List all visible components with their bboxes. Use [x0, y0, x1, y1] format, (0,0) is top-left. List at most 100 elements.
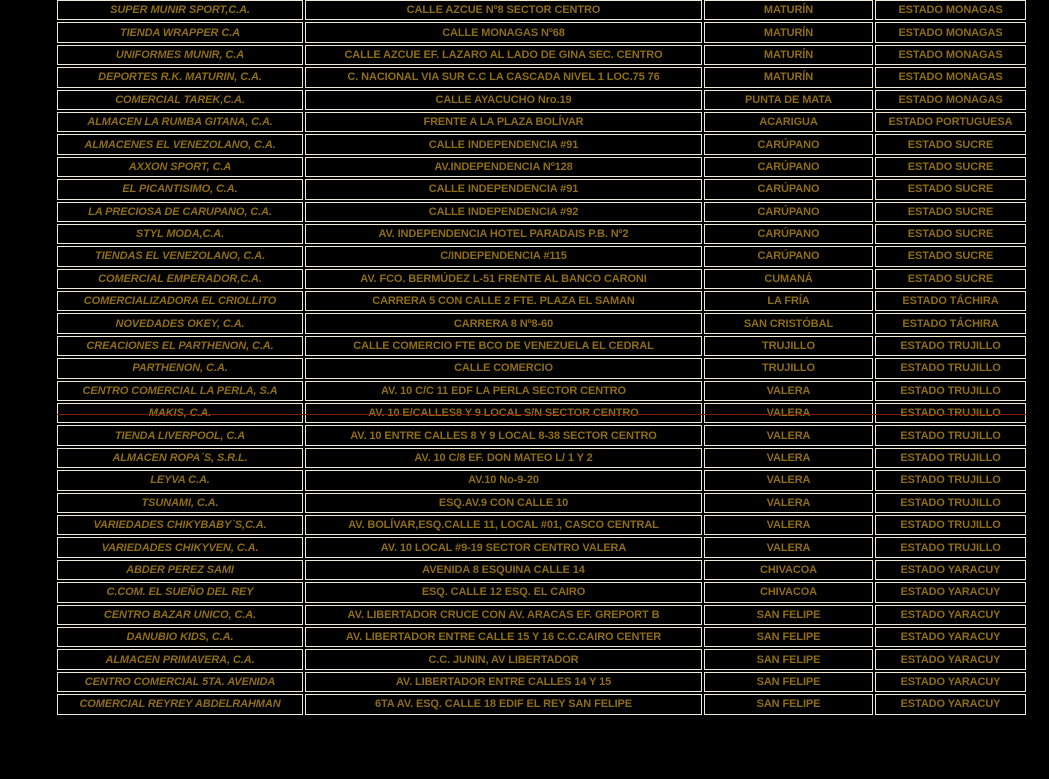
state-cell: ESTADO MONAGAS	[875, 22, 1026, 43]
store-name-cell: TIENDA LIVERPOOL, C.A	[57, 425, 303, 446]
state-cell: ESTADO TÁCHIRA	[875, 291, 1026, 312]
state-cell: ESTADO YARACUY	[875, 694, 1026, 715]
table-row: EL PICANTISIMO, C.A. CALLE INDEPENDENCIA…	[57, 179, 1026, 200]
table-row: AXXON SPORT, C.A AV.INDEPENDENCIA Nº128 …	[57, 156, 1026, 178]
state-cell: ESTADO TÁCHIRA	[875, 313, 1026, 334]
store-name-cell: EL PICANTISIMO, C.A.	[57, 179, 303, 200]
address-cell: CARRERA 8 Nº8-60	[305, 313, 702, 334]
page-break-line	[57, 414, 1026, 415]
state-cell: ESTADO SUCRE	[875, 156, 1026, 178]
table-row: TIENDAS EL VENEZOLANO, C.A. C/INDEPENDEN…	[57, 246, 1026, 267]
state-cell: ESTADO TRUJILLO	[875, 403, 1026, 424]
table-row: CENTRO BAZAR UNICO, C.A. AV. LIBERTADOR …	[57, 604, 1026, 625]
store-name-cell: SUPER MUNIR SPORT,C.A.	[57, 0, 303, 21]
state-cell: ESTADO YARACUY	[875, 582, 1026, 603]
city-cell: ACARIGUA	[704, 111, 873, 133]
table-row: ALMACEN LA RUMBA GITANA, C.A. FRENTE A L…	[57, 111, 1026, 133]
address-cell: AV. 10 C/8 EF. DON MATEO L/ 1 Y 2	[305, 447, 702, 469]
table-row: CREACIONES EL PARTHENON, C.A. CALLE COME…	[57, 335, 1026, 357]
table-row: ALMACEN ROPA´S, S.R.L. AV. 10 C/8 EF. DO…	[57, 447, 1026, 469]
city-cell: SAN FELIPE	[704, 694, 873, 715]
address-cell: CALLE AZCUE EF. LAZARO AL LADO DE GINA S…	[305, 44, 702, 66]
address-cell: AV. LIBERTADOR ENTRE CALLES 14 Y 15	[305, 671, 702, 693]
city-cell: SAN FELIPE	[704, 671, 873, 693]
table-row: TIENDA WRAPPER C.A CALLE MONAGAS Nº68 MA…	[57, 22, 1026, 43]
state-cell: ESTADO YARACUY	[875, 604, 1026, 625]
table-row: COMERCIAL EMPERADOR,C.A. AV. FCO. BERMÚD…	[57, 268, 1026, 290]
table-row: NOVEDADES OKEY, C.A. CARRERA 8 Nº8-60 SA…	[57, 313, 1026, 334]
address-cell: CALLE AZCUE Nº8 SECTOR CENTRO	[305, 0, 702, 21]
table-row: COMERCIAL TAREK,C.A. CALLE AYACUCHO Nro.…	[57, 89, 1026, 110]
city-cell: SAN CRISTÓBAL	[704, 313, 873, 334]
city-cell: MATURÍN	[704, 44, 873, 66]
city-cell: CARÚPANO	[704, 134, 873, 155]
state-cell: ESTADO TRUJILLO	[875, 447, 1026, 469]
table-row: DEPORTES R.K. MATURIN, C.A. C. NACIONAL …	[57, 67, 1026, 88]
state-cell: ESTADO TRUJILLO	[875, 492, 1026, 513]
store-name-cell: ALMACEN LA RUMBA GITANA, C.A.	[57, 111, 303, 133]
store-name-cell: CREACIONES EL PARTHENON, C.A.	[57, 335, 303, 357]
address-cell: AV.INDEPENDENCIA Nº128	[305, 156, 702, 178]
state-cell: ESTADO PORTUGUESA	[875, 111, 1026, 133]
store-name-cell: AXXON SPORT, C.A	[57, 156, 303, 178]
table-row: LEYVA C.A. AV.10 No-9-20 VALERA ESTADO T…	[57, 470, 1026, 491]
city-cell: TRUJILLO	[704, 358, 873, 379]
directory-table: SUPER MUNIR SPORT,C.A. CALLE AZCUE Nº8 S…	[55, 0, 1028, 717]
address-cell: CARRERA 5 CON CALLE 2 FTE. PLAZA EL SAMA…	[305, 291, 702, 312]
store-name-cell: DANUBIO KIDS, C.A.	[57, 626, 303, 648]
store-name-cell: COMERCIAL REYREY ABDELRAHMAN	[57, 694, 303, 715]
city-cell: VALERA	[704, 492, 873, 513]
city-cell: VALERA	[704, 425, 873, 446]
store-name-cell: TSUNAMI, C.A.	[57, 492, 303, 513]
store-name-cell: VARIEDADES CHIKYBABY`S,C.A.	[57, 514, 303, 536]
store-name-cell: VARIEDADES CHIKYVEN, C.A.	[57, 537, 303, 558]
table-row: COMERCIALIZADORA EL CRIOLLITO CARRERA 5 …	[57, 291, 1026, 312]
address-cell: AV. LIBERTADOR CRUCE CON AV. ARACAS EF. …	[305, 604, 702, 625]
address-cell: C. NACIONAL VIA SUR C.C LA CASCADA NIVEL…	[305, 67, 702, 88]
state-cell: ESTADO TRUJILLO	[875, 537, 1026, 558]
table-row: STYL MODA,C.A. AV. INDEPENDENCIA HOTEL P…	[57, 223, 1026, 245]
state-cell: ESTADO TRUJILLO	[875, 335, 1026, 357]
table-row: TIENDA LIVERPOOL, C.A AV. 10 ENTRE CALLE…	[57, 425, 1026, 446]
store-name-cell: NOVEDADES OKEY, C.A.	[57, 313, 303, 334]
city-cell: CHIVACOA	[704, 582, 873, 603]
state-cell: ESTADO YARACUY	[875, 671, 1026, 693]
city-cell: SAN FELIPE	[704, 626, 873, 648]
address-cell: ESQ.AV.9 CON CALLE 10	[305, 492, 702, 513]
table-row: UNIFORMES MUNIR, C.A CALLE AZCUE EF. LAZ…	[57, 44, 1026, 66]
address-cell: C/INDEPENDENCIA #115	[305, 246, 702, 267]
address-cell: AV. FCO. BERMÚDEZ L-51 FRENTE AL BANCO C…	[305, 268, 702, 290]
address-cell: CALLE INDEPENDENCIA #92	[305, 201, 702, 222]
address-cell: AV. INDEPENDENCIA HOTEL PARADAIS P.B. Nº…	[305, 223, 702, 245]
store-name-cell: ALMACEN PRIMAVERA, C.A.	[57, 649, 303, 670]
store-name-cell: CENTRO COMERCIAL LA PERLA, S.A	[57, 380, 303, 402]
state-cell: ESTADO TRUJILLO	[875, 425, 1026, 446]
table-row: C.COM. EL SUEÑO DEL REY ESQ. CALLE 12 ES…	[57, 582, 1026, 603]
address-cell: CALLE COMERCIO FTE BCO DE VENEZUELA EL C…	[305, 335, 702, 357]
city-cell: CARÚPANO	[704, 246, 873, 267]
state-cell: ESTADO MONAGAS	[875, 67, 1026, 88]
table-row: DANUBIO KIDS, C.A. AV. LIBERTADOR ENTRE …	[57, 626, 1026, 648]
store-name-cell: COMERCIAL TAREK,C.A.	[57, 89, 303, 110]
city-cell: VALERA	[704, 403, 873, 424]
city-cell: VALERA	[704, 470, 873, 491]
address-cell: AV. 10 LOCAL #9-19 SECTOR CENTRO VALERA	[305, 537, 702, 558]
table-row: TSUNAMI, C.A. ESQ.AV.9 CON CALLE 10 VALE…	[57, 492, 1026, 513]
state-cell: ESTADO YARACUY	[875, 626, 1026, 648]
address-cell: AVENIDA 8 ESQUINA CALLE 14	[305, 559, 702, 581]
store-name-cell: PARTHENON, C.A.	[57, 358, 303, 379]
store-name-cell: COMERCIALIZADORA EL CRIOLLITO	[57, 291, 303, 312]
city-cell: VALERA	[704, 537, 873, 558]
city-cell: CARÚPANO	[704, 179, 873, 200]
state-cell: ESTADO SUCRE	[875, 223, 1026, 245]
address-cell: AV. BOLÍVAR,ESQ.CALLE 11, LOCAL #01, CAS…	[305, 514, 702, 536]
state-cell: ESTADO TRUJILLO	[875, 514, 1026, 536]
state-cell: ESTADO SUCRE	[875, 179, 1026, 200]
city-cell: VALERA	[704, 514, 873, 536]
state-cell: ESTADO TRUJILLO	[875, 380, 1026, 402]
store-directory: SUPER MUNIR SPORT,C.A. CALLE AZCUE Nº8 S…	[55, 0, 1028, 717]
store-name-cell: TIENDA WRAPPER C.A	[57, 22, 303, 43]
address-cell: FRENTE A LA PLAZA BOLÍVAR	[305, 111, 702, 133]
store-name-cell: STYL MODA,C.A.	[57, 223, 303, 245]
